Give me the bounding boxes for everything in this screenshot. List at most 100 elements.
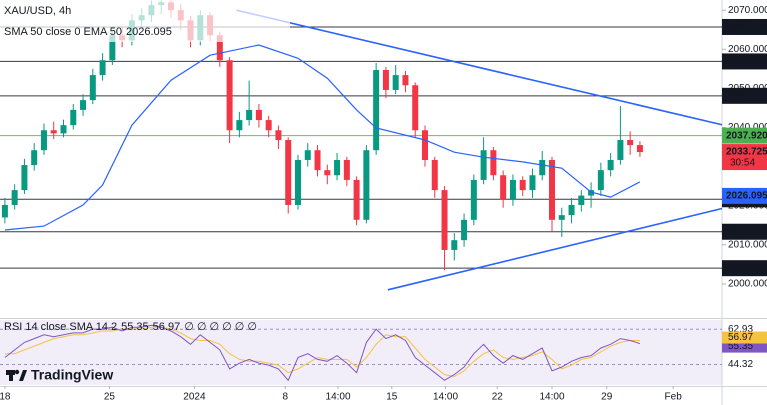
level-label-box — [722, 87, 767, 104]
y-tick-label: 2010.000 — [728, 239, 767, 250]
rsi-tick-label: 62.93 — [728, 324, 753, 335]
sma-line — [4, 44, 641, 231]
candle-body — [588, 190, 595, 196]
candle-body — [265, 120, 272, 131]
rsi-line — [4, 326, 640, 378]
watermark: TradingView — [31, 367, 113, 383]
candle-body — [627, 140, 634, 146]
rsi-value-label: 55.35 — [728, 341, 753, 352]
rsi-line — [4, 324, 641, 382]
candle-body — [60, 125, 67, 134]
candle-body — [509, 179, 516, 200]
trend-line — [387, 207, 723, 291]
countdown: 30:54 — [730, 158, 755, 169]
logo-shape — [14, 369, 20, 375]
candle-body — [50, 130, 57, 134]
candle-body — [255, 109, 262, 121]
candle-body — [480, 150, 487, 180]
x-tick-label: 25 — [104, 392, 116, 403]
candle-body — [441, 190, 448, 250]
candle-body — [89, 75, 96, 101]
candle-body — [431, 159, 438, 191]
level-label-box — [722, 223, 767, 240]
candle-body — [539, 159, 546, 176]
rsi-value-box — [722, 331, 767, 344]
x-tick-label: 15 — [386, 392, 398, 403]
candle-body — [80, 100, 87, 110]
candle-body — [285, 140, 292, 205]
x-tick-label: 14:00 — [433, 392, 458, 403]
level-label: 2056.895 — [726, 56, 767, 67]
level-label: 2037.920 — [726, 130, 767, 141]
candle-body — [402, 75, 409, 86]
candle-body — [109, 35, 116, 61]
level-label: 2004.037 — [726, 263, 767, 274]
candle-body — [11, 190, 18, 205]
candle-body — [568, 204, 575, 216]
x-tick-label: 14:00 — [539, 392, 564, 403]
candle-body — [636, 145, 643, 153]
x-tick-label: 18 — [0, 392, 11, 403]
y-tick-label: 2070.000 — [728, 5, 767, 16]
candle-body — [31, 150, 38, 166]
candle-body — [314, 150, 321, 171]
candle-body — [334, 159, 341, 176]
candle-body — [382, 70, 389, 90]
y-tick-label: 2000.000 — [728, 279, 767, 290]
candle-body — [470, 179, 477, 220]
candle-body — [99, 60, 106, 76]
candle-body — [451, 240, 458, 250]
candle-body — [617, 140, 624, 160]
overlay: XAU/USD, 4h SMA 50 close 0 EMA 50 2026.0… — [0, 0, 290, 383]
level-label-box — [722, 53, 767, 70]
candle-body — [500, 175, 507, 200]
x-tick-label: 2024 — [183, 392, 206, 403]
rsi-value: 55.35 — [121, 321, 149, 333]
x-tick-label: 29 — [601, 392, 613, 403]
candle-body — [529, 175, 536, 191]
candle-body — [236, 120, 243, 131]
level-label: 2013.355 — [726, 226, 767, 237]
candle-body — [353, 179, 360, 220]
sma-label-box — [722, 187, 767, 204]
candle-body — [226, 60, 233, 131]
y-tick-label: 2060.000 — [728, 44, 767, 55]
trend-line — [236, 9, 723, 126]
candle-body — [597, 170, 604, 191]
candle-body — [40, 130, 47, 151]
candle-body — [246, 109, 253, 121]
candle-body — [392, 75, 399, 90]
candle-body — [607, 159, 614, 171]
candle-body — [558, 215, 565, 220]
logo-shape — [9, 370, 13, 381]
x-tick-label: 22 — [492, 392, 504, 403]
candle-body — [519, 179, 526, 191]
price-label: 2033.725 — [726, 147, 767, 158]
chart-title: XAU/USD, 4h — [4, 5, 71, 17]
candle-body — [461, 219, 468, 241]
price-label-box — [722, 144, 767, 171]
rsi-value-box — [722, 340, 767, 353]
logo-shape — [19, 370, 27, 381]
candle-body — [412, 85, 419, 131]
candle-body — [343, 159, 350, 180]
candle-body — [275, 130, 282, 141]
logo: TradingView — [6, 367, 113, 383]
level-label-box — [722, 18, 767, 35]
candle-body — [324, 170, 331, 176]
indicator-value: 2026.095 — [126, 26, 172, 38]
level-label-box — [722, 260, 767, 277]
x-tick-label: 8 — [283, 392, 289, 403]
candle-body — [490, 150, 497, 176]
candle-body — [549, 159, 556, 220]
rsi-sma-value: 56.97 — [153, 321, 181, 333]
candle-body — [70, 109, 77, 126]
candle-body — [578, 195, 585, 205]
candle-body — [1, 204, 8, 218]
rsi-tick-label: 44.32 — [728, 359, 753, 370]
rsi-value-label: 56.97 — [728, 332, 753, 343]
candle-body — [421, 130, 428, 160]
x-tick-label: Feb — [665, 392, 683, 403]
